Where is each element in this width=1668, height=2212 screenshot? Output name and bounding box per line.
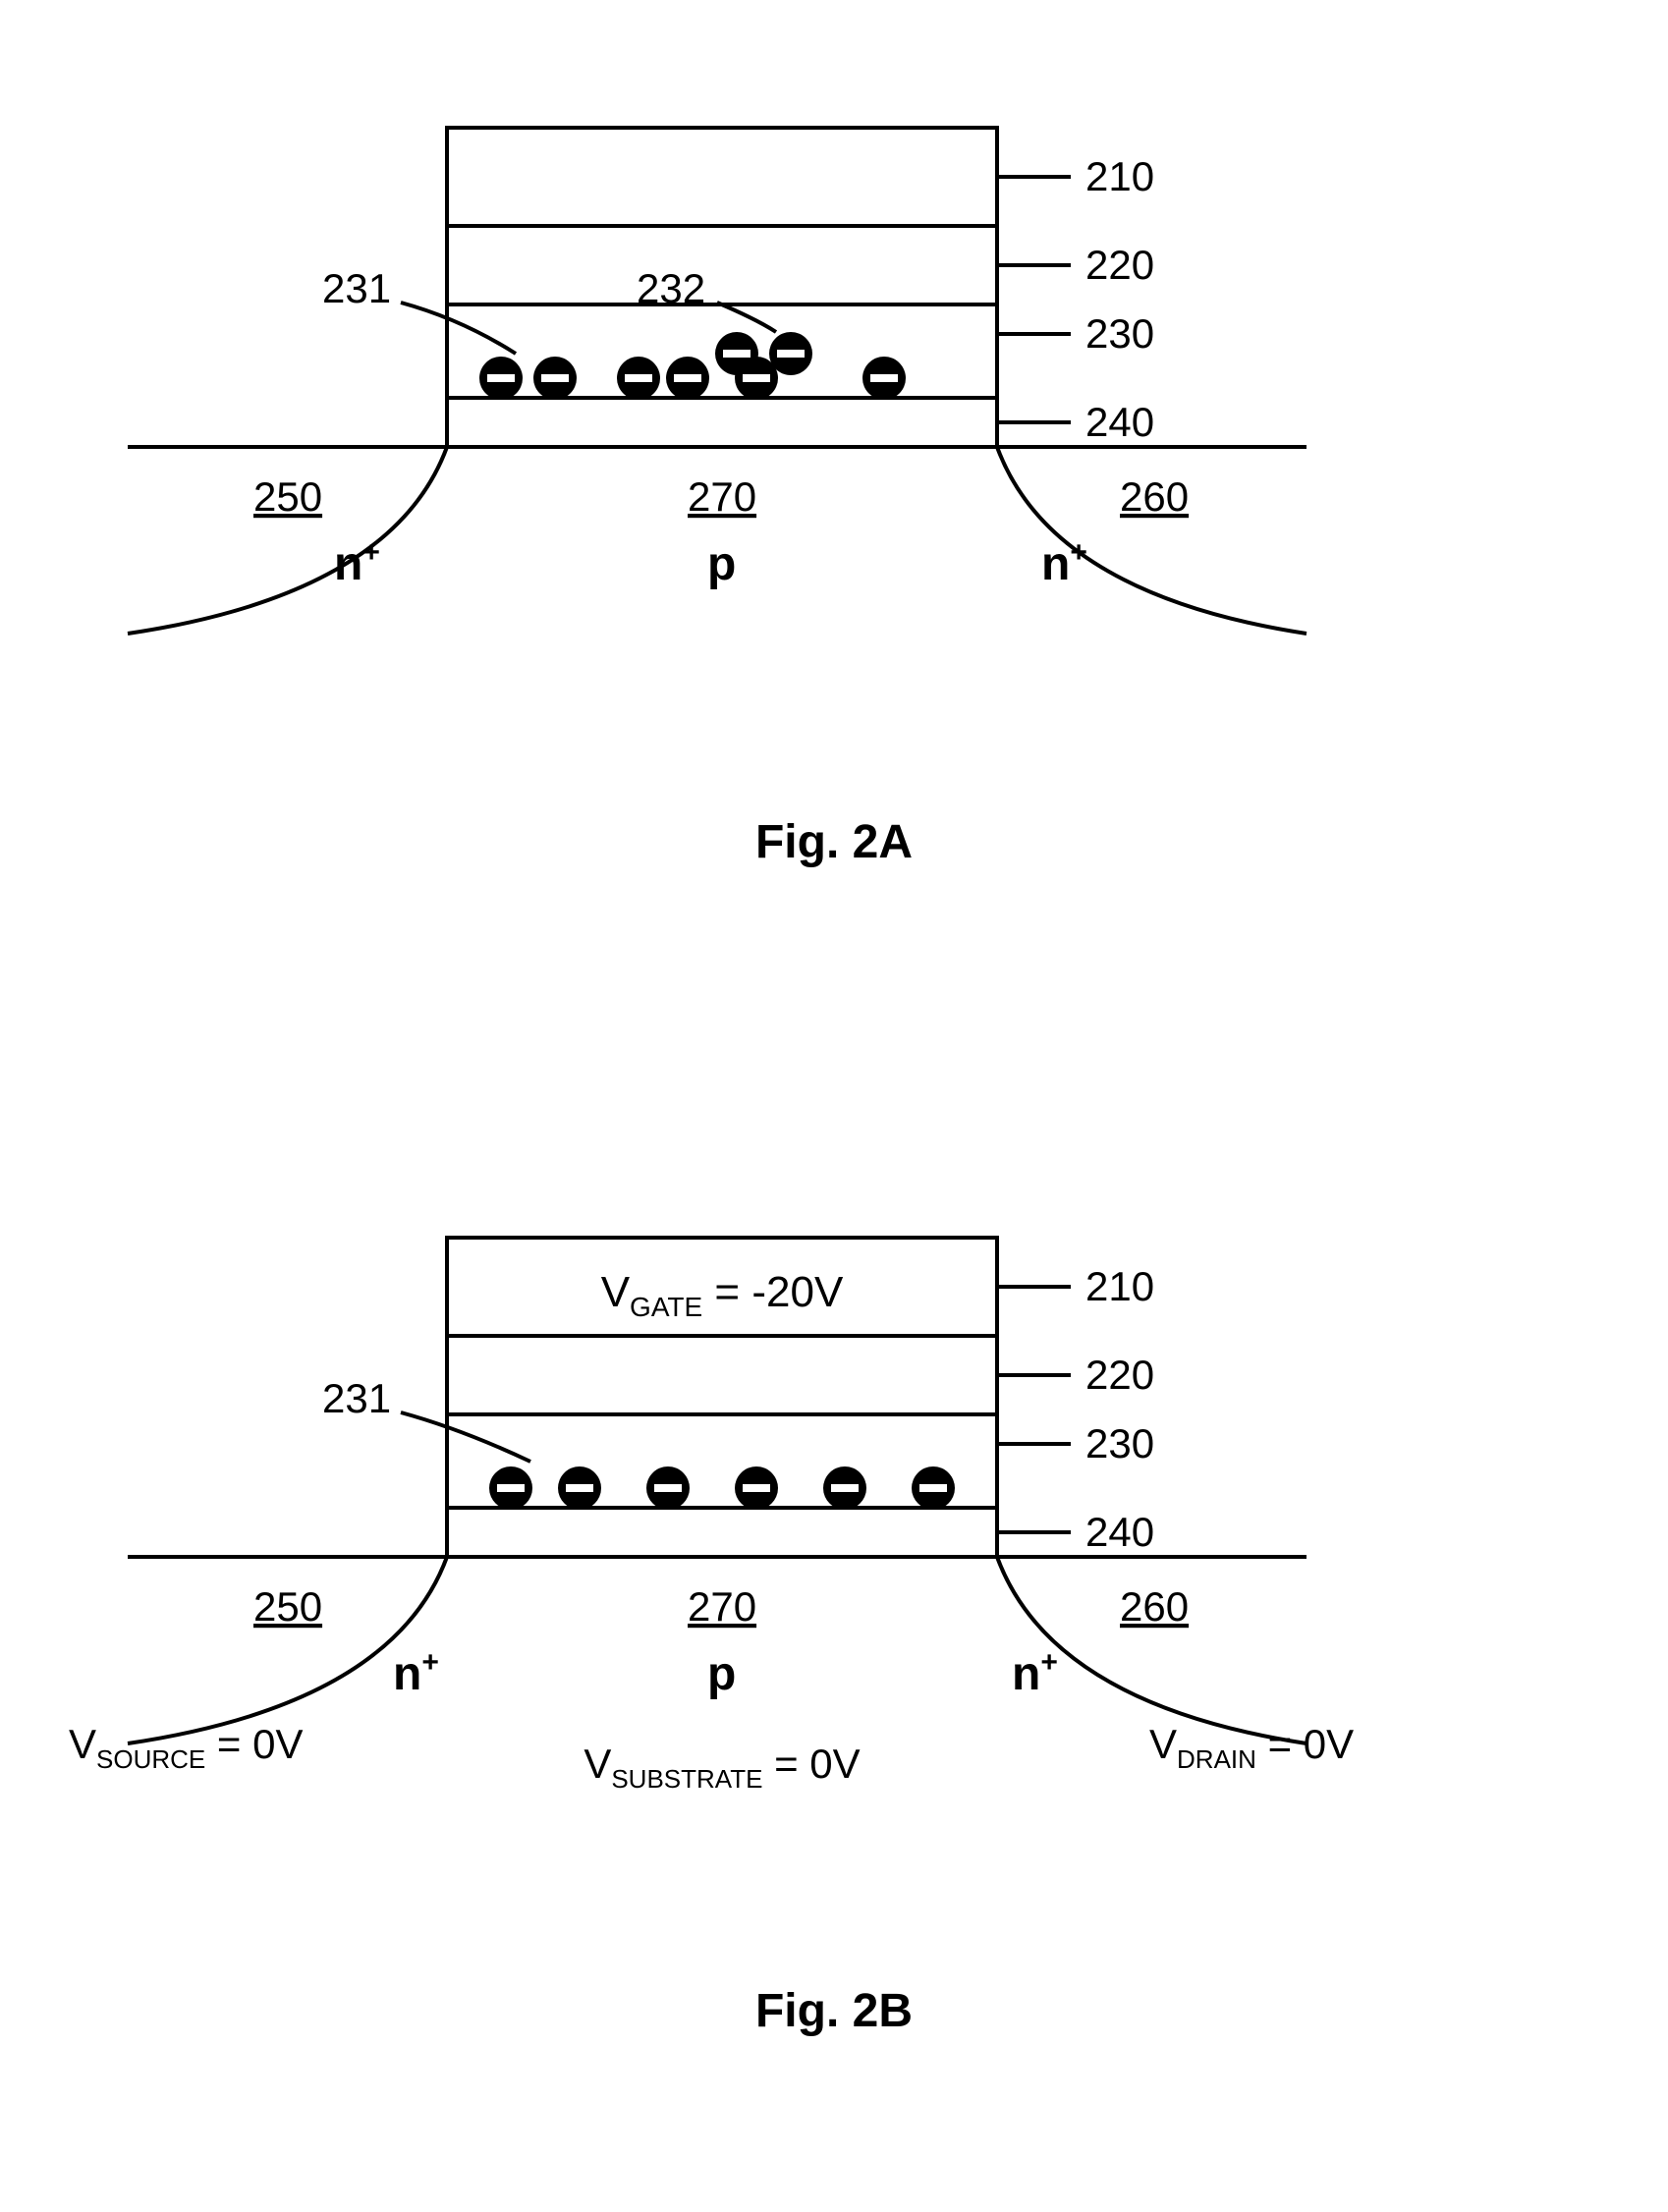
- label-270: 270: [688, 1583, 756, 1630]
- electron-icon: [533, 357, 577, 400]
- layer-240-rect: [447, 398, 997, 447]
- electron-icon: [666, 357, 709, 400]
- label-231: 231: [322, 1375, 391, 1421]
- label-270: 270: [688, 473, 756, 520]
- electrons-group: [479, 332, 906, 400]
- label-230: 230: [1085, 1420, 1154, 1466]
- electrons-group: [489, 1466, 955, 1510]
- electron-icon: [769, 332, 812, 375]
- electron-icon: [617, 357, 660, 400]
- figure-2b-caption: Fig. 2B: [0, 1984, 1668, 2038]
- electron-icon: [489, 1466, 532, 1510]
- label-250: 250: [253, 473, 322, 520]
- label-240: 240: [1085, 399, 1154, 445]
- electron-icon: [735, 1466, 778, 1510]
- doping-source: n+: [334, 536, 380, 590]
- callout-231-line: [401, 1412, 530, 1462]
- doping-source: n+: [393, 1646, 439, 1700]
- electron-icon: [479, 357, 523, 400]
- figure-2a-caption: Fig. 2A: [0, 815, 1668, 869]
- callout-232-line: [717, 303, 776, 332]
- doping-body: p: [707, 1648, 736, 1700]
- layer-240-rect: [447, 1508, 997, 1557]
- vsubstrate-label: VSUBSTRATE = 0V: [584, 1741, 860, 1794]
- label-220: 220: [1085, 242, 1154, 288]
- electron-icon: [646, 1466, 690, 1510]
- label-232: 232: [637, 265, 705, 311]
- electron-icon: [862, 357, 906, 400]
- figure-2b: 210 220 230 240 231 250 270 260 VGATE = …: [0, 1149, 1668, 1896]
- figure-2a: 210 220 230 240 231 232 250 270 260 n+ p…: [0, 39, 1668, 747]
- electron-icon: [558, 1466, 601, 1510]
- doping-body: p: [707, 538, 736, 590]
- doping-drain: n+: [1012, 1646, 1058, 1700]
- label-230: 230: [1085, 310, 1154, 357]
- electron-icon: [823, 1466, 866, 1510]
- label-231: 231: [322, 265, 391, 311]
- electron-icon: [912, 1466, 955, 1510]
- doping-drain: n+: [1041, 536, 1087, 590]
- callout-231-line: [401, 303, 516, 354]
- vgate-label: VGATE = -20V: [601, 1268, 844, 1322]
- vdrain-label: VDRAIN = 0V: [1149, 1721, 1354, 1774]
- label-210: 210: [1085, 153, 1154, 199]
- label-240: 240: [1085, 1509, 1154, 1555]
- layer-220-rect: [447, 226, 997, 304]
- label-260: 260: [1120, 1583, 1189, 1630]
- layer-220-rect: [447, 1336, 997, 1414]
- label-210: 210: [1085, 1263, 1154, 1309]
- vsource-label: VSOURCE = 0V: [69, 1721, 304, 1774]
- label-260: 260: [1120, 473, 1189, 520]
- label-220: 220: [1085, 1352, 1154, 1398]
- label-250: 250: [253, 1583, 322, 1630]
- layer-210-rect: [447, 128, 997, 226]
